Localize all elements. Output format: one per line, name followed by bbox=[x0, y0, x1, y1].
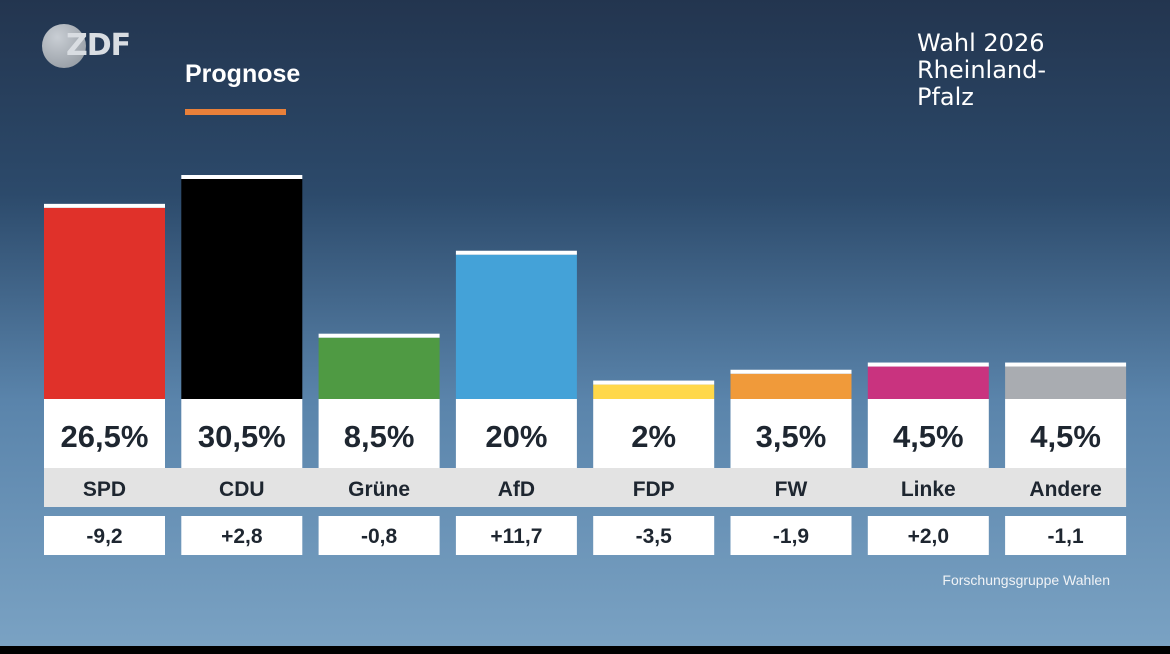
data-label: 2% bbox=[631, 419, 676, 454]
election-title: Wahl 2026 Rheinland- Pfalz bbox=[917, 30, 1157, 111]
change-label: -1,9 bbox=[773, 525, 809, 548]
bar-cap bbox=[730, 369, 852, 374]
title-line-2: Rheinland- bbox=[917, 56, 1047, 84]
data-label: 3,5% bbox=[756, 419, 827, 454]
data-label: 26,5% bbox=[61, 419, 149, 454]
change-label: -1,1 bbox=[1048, 525, 1085, 548]
bar-grüne bbox=[318, 337, 440, 399]
value-box bbox=[730, 399, 852, 468]
category-label: AfD bbox=[498, 478, 535, 501]
value-box bbox=[318, 399, 440, 468]
bar-cdu bbox=[181, 179, 303, 399]
bar-andere bbox=[1005, 366, 1127, 399]
bar-afd bbox=[455, 254, 577, 399]
party-label-band bbox=[44, 468, 1127, 507]
category-label: FW bbox=[775, 478, 808, 501]
change-box bbox=[593, 516, 715, 555]
change-box bbox=[1005, 516, 1127, 555]
data-label: 8,5% bbox=[344, 419, 415, 454]
title-line-1: Wahl 2026 bbox=[917, 29, 1045, 57]
bar-cap bbox=[44, 203, 165, 208]
category-label: Linke bbox=[901, 478, 956, 501]
bar-cap bbox=[1005, 362, 1127, 367]
value-box bbox=[181, 399, 303, 468]
value-box bbox=[867, 399, 989, 468]
subtitle: Prognose bbox=[185, 60, 301, 88]
bar-cap bbox=[867, 362, 989, 367]
change-box bbox=[318, 516, 440, 555]
title-line-3: Pfalz bbox=[917, 83, 974, 111]
change-box bbox=[181, 516, 303, 555]
change-box bbox=[455, 516, 577, 555]
logo-disc-icon bbox=[42, 24, 86, 68]
change-label: +2,0 bbox=[908, 525, 949, 548]
bar-fdp bbox=[593, 384, 715, 399]
category-label: FDP bbox=[633, 478, 675, 501]
category-label: SPD bbox=[83, 478, 126, 501]
category-label: Grüne bbox=[348, 478, 410, 501]
bar-linke bbox=[867, 366, 989, 399]
bar-fw bbox=[730, 373, 852, 399]
change-box bbox=[44, 516, 165, 555]
zdf-logo: ZDF bbox=[42, 24, 142, 70]
data-label: 30,5% bbox=[198, 419, 286, 454]
category-label: CDU bbox=[219, 478, 265, 501]
bar-cap bbox=[455, 250, 577, 255]
change-label: -9,2 bbox=[86, 525, 122, 548]
value-box bbox=[593, 399, 715, 468]
change-box bbox=[867, 516, 989, 555]
value-box bbox=[1005, 399, 1127, 468]
change-label: +2,8 bbox=[221, 525, 263, 548]
bar-cap bbox=[593, 380, 715, 385]
data-label: 4,5% bbox=[1030, 419, 1101, 454]
change-label: +11,7 bbox=[490, 525, 542, 548]
change-label: -0,8 bbox=[361, 525, 398, 548]
category-label: Andere bbox=[1029, 478, 1101, 501]
change-label: -3,5 bbox=[636, 525, 673, 548]
source-credit: Forschungsgruppe Wahlen bbox=[942, 572, 1110, 588]
bar-cap bbox=[318, 333, 440, 338]
value-box bbox=[455, 399, 577, 468]
logo-text: ZDF bbox=[66, 28, 131, 63]
bar-cap bbox=[181, 175, 303, 179]
change-box bbox=[730, 516, 852, 555]
subtitle-underline bbox=[185, 109, 286, 115]
value-box bbox=[44, 399, 165, 468]
bar-spd bbox=[44, 207, 165, 399]
data-label: 4,5% bbox=[893, 419, 964, 454]
data-label: 20% bbox=[485, 419, 547, 454]
